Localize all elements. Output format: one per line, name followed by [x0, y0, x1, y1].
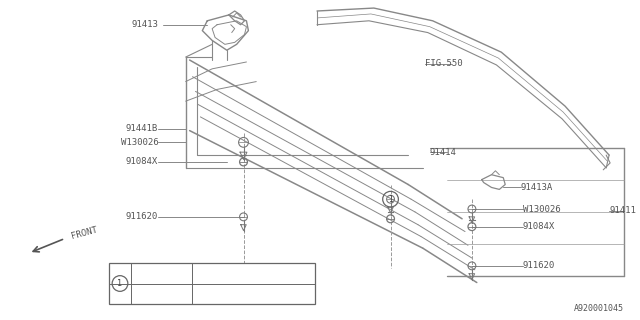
Bar	[109, 263, 315, 304]
Text: W140019: W140019	[134, 269, 172, 278]
Text: 91084X: 91084X	[523, 222, 555, 231]
Text: A920001045: A920001045	[574, 305, 624, 314]
Text: W130026: W130026	[120, 138, 158, 147]
Text: 91441B: 91441B	[126, 124, 158, 133]
Text: 911620: 911620	[523, 261, 555, 270]
Text: 91411: 91411	[609, 206, 636, 215]
Text: 91413: 91413	[131, 20, 158, 29]
Text: W130026: W130026	[523, 204, 561, 213]
Text: FIG.550: FIG.550	[425, 60, 463, 68]
Text: 1: 1	[388, 195, 393, 204]
Text: W140045: W140045	[134, 289, 172, 298]
Text: <-'05MY0407>: <-'05MY0407>	[195, 269, 259, 278]
Text: 91413A: 91413A	[521, 183, 553, 192]
Text: 911620: 911620	[126, 212, 158, 221]
Text: 91084X: 91084X	[126, 157, 158, 166]
Text: 91414: 91414	[429, 148, 456, 157]
Text: FRONT: FRONT	[70, 226, 99, 241]
Text: 1: 1	[118, 279, 122, 288]
Text: <'05MY0408->: <'05MY0408->	[195, 289, 259, 298]
